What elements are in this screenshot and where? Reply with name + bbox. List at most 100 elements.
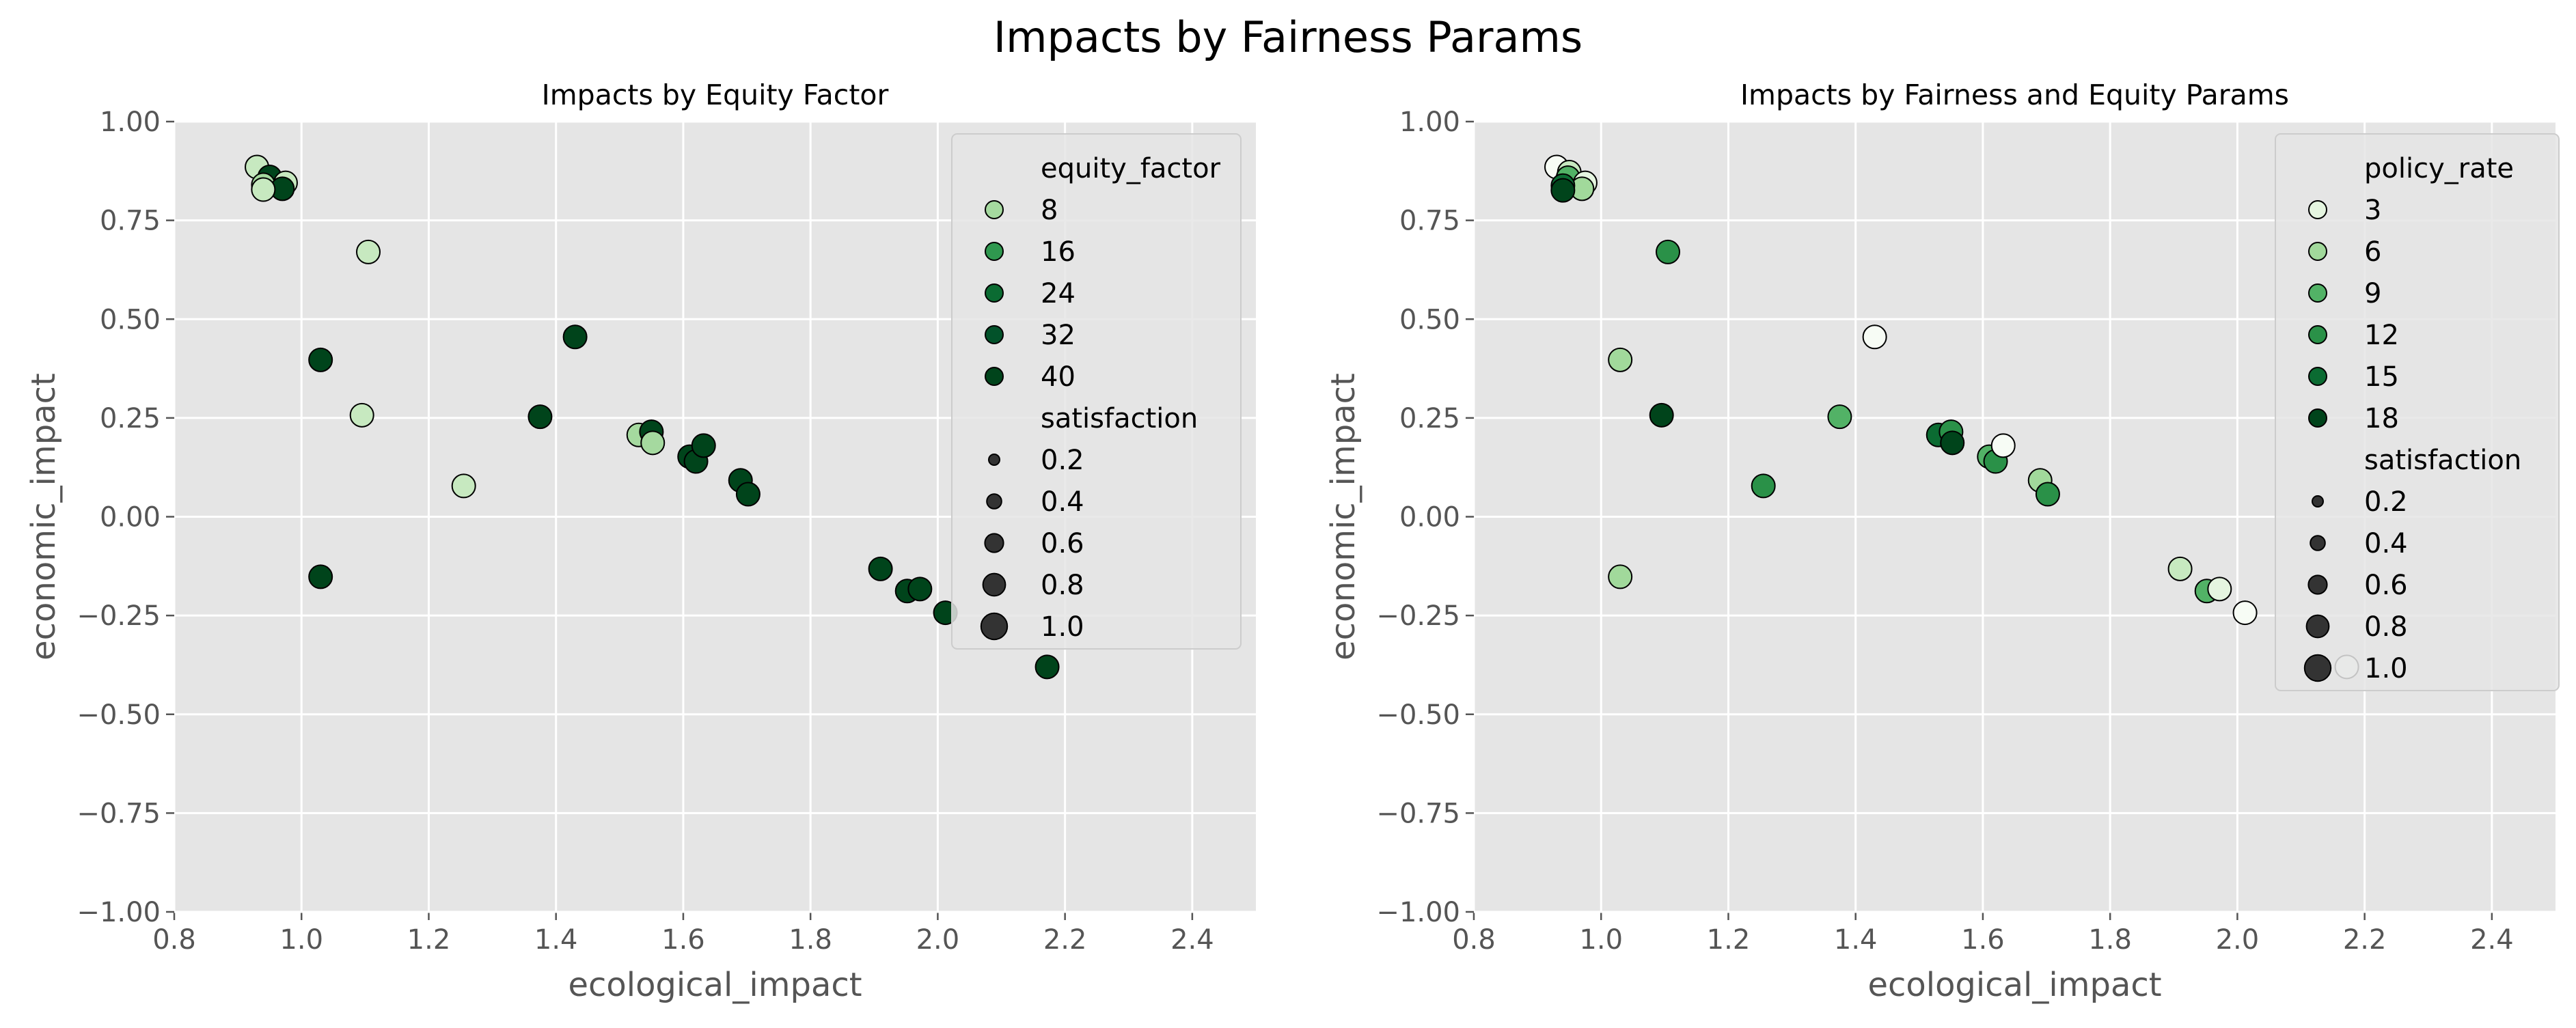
scatter-points [245,154,1060,680]
legend-size-label: 0.4 [2364,528,2408,559]
y-tick-label: 0.50 [1399,304,1460,335]
x-tick-label: 1.2 [407,924,451,956]
scatter-point [1862,324,1887,350]
scatter-point [2232,600,2258,626]
y-axis-label: economic_impact [1324,373,1362,661]
scatter-point [1550,178,1576,203]
y-tick-label: 0.25 [1399,403,1460,434]
legend-size-label: 1.0 [2364,653,2408,684]
x-tick-label: 1.4 [1834,924,1878,956]
legend-size-label: 0.4 [1041,486,1084,518]
scatter-point [1751,473,1776,499]
legend-hue-marker [985,367,1004,386]
legend-hue-marker [2308,242,2327,261]
x-tick-label: 2.4 [1170,924,1214,956]
legend-hue-label: 16 [1041,236,1075,268]
y-tick-label: −0.25 [1376,600,1460,632]
y-tick-label: −0.75 [1376,798,1460,829]
legend-hue-label: 6 [2364,236,2381,268]
legend-size-label: 0.6 [1041,528,1084,559]
scatter-point [1940,430,1965,456]
legend-size-marker [986,493,1002,510]
axis-title: Impacts by Fairness and Equity Params [1740,79,2289,111]
scatter-point [1827,404,1852,430]
scatter-point [1649,402,1674,428]
y-tick-label: 0.00 [100,502,161,533]
legend-hue-label: 9 [2364,278,2381,309]
legend: policy_rate 3 6 9 12 15 18 satisfaction 0.2 0.4 0.… [2275,133,2560,691]
legend-size-marker [984,533,1004,553]
y-axis-label: economic_impact [25,373,63,661]
scatter-point [868,556,893,581]
y-tick-label: −1.00 [77,897,161,928]
legend-size-marker [2307,574,2328,595]
scatter-point [640,430,666,456]
legend-hue-label: 8 [1041,195,1058,226]
scatter-point [527,404,553,430]
legend-hue-title: policy_rate [2364,153,2514,184]
legend-size-marker [988,454,1000,466]
legend: equity_factor 8 16 24 32 40 satisfaction 0.2 0.4… [951,133,1242,650]
legend-size-label: 0.6 [2364,570,2408,601]
scatter-point [1656,239,1681,264]
legend-hue-label: 12 [2364,320,2399,351]
scatter-point [1990,433,2016,458]
legend-hue-marker [2308,367,2327,386]
x-tick-label: 1.0 [279,924,323,956]
legend-hue-marker [2308,408,2327,428]
x-tick-label: 1.6 [1961,924,2005,956]
legend-hue-marker [2308,200,2327,219]
scatter-point [735,482,761,507]
x-tick-label: 1.8 [2088,924,2132,956]
legend-size-label: 0.2 [1041,445,1084,476]
legend-size-label: 0.8 [2364,611,2408,643]
legend-hue-label: 3 [2364,195,2381,226]
legend-size-marker [2312,495,2324,508]
legend-hue-marker [2308,325,2327,344]
legend-size-marker [982,572,1006,597]
scatter-point [691,433,716,458]
scatter-point [562,324,588,350]
x-tick-label: 2.0 [2216,924,2260,956]
y-tick-label: 1.00 [100,107,161,138]
x-axis-label: ecological_impact [1867,966,2161,1004]
scatter-point [2207,576,2232,602]
scatter-point [451,473,476,499]
y-tick-label: −1.00 [1376,897,1460,928]
legend-hue-label: 15 [2364,361,2399,393]
x-tick-label: 1.2 [1707,924,1751,956]
legend-size-title: satisfaction [1041,403,1198,434]
scatter-point [308,564,333,589]
x-tick-label: 1.4 [534,924,578,956]
legend-frame [951,133,1242,650]
x-tick-label: 2.2 [2343,924,2387,956]
y-tick-label: −0.75 [77,798,161,829]
scatter-point [251,177,276,202]
scatter-points [1544,154,2359,680]
legend-hue-label: 18 [2364,403,2399,434]
figure-suptitle: Impacts by Fairness Params [994,12,1582,62]
axis-title: Impacts by Equity Factor [542,79,889,111]
x-tick-label: 1.6 [661,924,705,956]
legend-size-marker [2305,614,2330,639]
x-tick-label: 2.2 [1043,924,1087,956]
x-tick-label: 0.8 [152,924,196,956]
scatter-point [1608,564,1633,589]
scatter-point [1608,347,1633,372]
legend-hue-label: 24 [1041,278,1075,309]
legend-hue-marker [2308,283,2327,303]
legend-hue-marker [985,200,1004,219]
chart-panel-1: Impacts by Equity Factor 0.8 1.0 1.2 1.4 1.6 1… [25,79,1256,1004]
x-tick-label: 0.8 [1452,924,1496,956]
scatter-point [1034,654,1060,680]
x-tick-label: 2.0 [916,924,960,956]
y-tick-label: 1.00 [1399,107,1460,138]
scatter-point [349,402,374,428]
legend-hue-title: equity_factor [1041,153,1221,184]
scatter-point [2167,556,2193,581]
x-tick-label: 1.0 [1579,924,1623,956]
legend-size-marker [980,612,1009,641]
x-tick-label: 2.4 [2470,924,2514,956]
